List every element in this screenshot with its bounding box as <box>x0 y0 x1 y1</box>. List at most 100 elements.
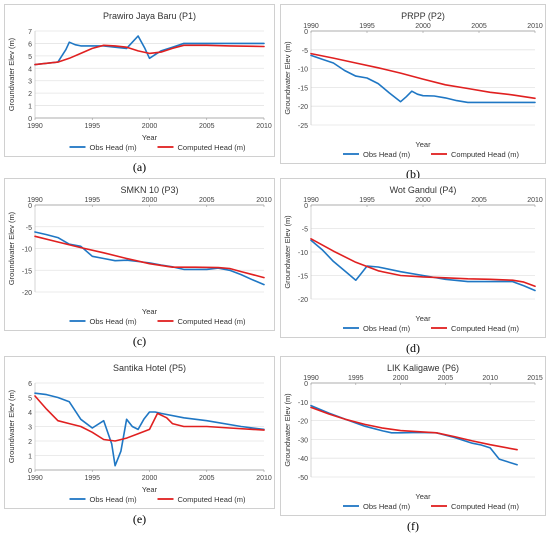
y-axis-label: Groundwater Elev (m) <box>7 37 16 111</box>
panel-caption: (b) <box>406 167 420 181</box>
y-axis-label: Groundwater Elev (m) <box>7 389 16 463</box>
chart-panel-5: Santika Hotel (P5) 0 1 2 3 4 5 6 1990 1995 2000 200… <box>4 356 275 509</box>
x-tick-label: 2005 <box>471 23 487 30</box>
x-tick-label: 1995 <box>84 197 100 204</box>
x-tick-label: 2015 <box>527 375 543 382</box>
y-tick-label: 6 <box>28 381 32 388</box>
x-tick-label: 1990 <box>27 123 43 130</box>
y-tick-label: 0 <box>304 203 308 210</box>
chart-panel-2: PRPP (P2) 0 -5 -10 -15 -20 -25 1990 1995 2000 2005… <box>280 4 546 164</box>
x-tick-label: 1995 <box>359 23 375 30</box>
computed-head-line <box>34 44 265 66</box>
legend-obs-label: Obs Head (m) <box>90 495 138 504</box>
y-tick-label: 3 <box>28 79 32 86</box>
chart-svg: Santika Hotel (P5) 0 1 2 3 4 5 6 1990 1995 2000 200… <box>7 363 272 504</box>
x-tick-label: 2005 <box>199 123 215 130</box>
x-tick-label: 2010 <box>527 23 543 30</box>
y-tick-label: -15 <box>298 85 308 92</box>
legend-computed-label: Computed Head (m) <box>451 324 519 333</box>
y-tick-label: -20 <box>298 419 308 426</box>
x-tick-label: 1995 <box>359 197 375 204</box>
x-axis-label: Year <box>142 307 158 316</box>
chart-panel-6: LIK Kaligawe (P6) 0 -10 -20 -30 -40 -50 1990 199… <box>280 356 546 516</box>
x-tick-label: 1990 <box>303 375 319 382</box>
y-tick-label: 0 <box>304 29 308 36</box>
legend-obs-label: Obs Head (m) <box>90 143 138 152</box>
y-axis-label: Groundwater Elev (m) <box>283 41 292 115</box>
x-axis-label: Year <box>415 140 431 149</box>
x-tick-label: 2010 <box>256 197 272 204</box>
chart-panel-1: Prawiro Jaya Baru (P1) 0 1 2 3 4 5 6 7 1990 1995 20… <box>4 4 275 157</box>
y-tick-label: -20 <box>298 297 308 304</box>
y-tick-label: -15 <box>22 268 32 275</box>
y-tick-label: -5 <box>302 227 308 234</box>
legend-obs-label: Obs Head (m) <box>90 317 138 326</box>
y-tick-label: 3 <box>28 425 32 432</box>
panel-caption: (e) <box>132 512 147 526</box>
chart-panel-3: SMKN 10 (P3) 0 -5 -10 -15 -20 1990 1995 2000 2005… <box>4 178 275 331</box>
obs-head-line <box>310 404 518 466</box>
chart-title: Prawiro Jaya Baru (P1) <box>103 11 196 21</box>
legend-obs-label: Obs Head (m) <box>363 502 411 511</box>
legend-computed-label: Computed Head (m) <box>178 143 246 152</box>
y-axis-label: Groundwater Elev (m) <box>283 393 292 467</box>
y-tick-label: 6 <box>28 41 32 48</box>
computed-head-line <box>310 406 518 451</box>
y-tick-label: -10 <box>298 67 308 74</box>
y-tick-label: -30 <box>298 437 308 444</box>
y-tick-label: 2 <box>28 439 32 446</box>
chart-title: SMKN 10 (P3) <box>120 185 178 195</box>
x-tick-label: 2005 <box>438 375 454 382</box>
y-tick-label: 7 <box>28 29 32 36</box>
y-tick-label: -10 <box>298 400 308 407</box>
legend-obs-label: Obs Head (m) <box>363 150 411 159</box>
chart-title: Santika Hotel (P5) <box>113 363 186 373</box>
obs-head-line <box>34 392 265 467</box>
x-tick-label: 2010 <box>527 197 543 204</box>
chart-title: LIK Kaligawe (P6) <box>387 363 459 373</box>
obs-head-line <box>310 54 536 104</box>
x-tick-label: 1990 <box>27 197 43 204</box>
y-tick-label: -5 <box>26 225 32 232</box>
legend-computed-label: Computed Head (m) <box>451 150 519 159</box>
y-tick-label: -40 <box>298 456 308 463</box>
y-tick-label: 4 <box>28 410 32 417</box>
x-tick-label: 2005 <box>199 475 215 482</box>
x-axis-label: Year <box>415 314 431 323</box>
chart-svg: PRPP (P2) 0 -5 -10 -15 -20 -25 1990 1995 2000 2005… <box>283 11 543 159</box>
x-tick-label: 2000 <box>142 123 158 130</box>
chart-title: PRPP (P2) <box>401 11 445 21</box>
computed-head-line <box>34 235 265 279</box>
y-tick-label: -5 <box>302 48 308 55</box>
x-tick-label: 1995 <box>348 375 364 382</box>
y-tick-label: -10 <box>22 247 32 254</box>
computed-head-line <box>310 237 536 288</box>
y-tick-label: -15 <box>298 274 308 281</box>
x-tick-label: 2000 <box>142 197 158 204</box>
y-tick-label: -10 <box>298 250 308 257</box>
x-tick-label: 1990 <box>303 197 319 204</box>
chart-svg: SMKN 10 (P3) 0 -5 -10 -15 -20 1990 1995 2000 2005… <box>7 185 272 326</box>
obs-head-line <box>34 231 265 286</box>
y-tick-label: 0 <box>28 116 32 123</box>
y-tick-label: 5 <box>28 54 32 61</box>
x-tick-label: 1995 <box>84 475 100 482</box>
legend-obs-label: Obs Head (m) <box>363 324 411 333</box>
x-tick-label: 1990 <box>27 475 43 482</box>
y-tick-label: 0 <box>28 203 32 210</box>
x-tick-label: 2000 <box>393 375 409 382</box>
x-tick-label: 1995 <box>84 123 100 130</box>
x-tick-label: 2000 <box>415 23 431 30</box>
y-tick-label: -25 <box>298 123 308 130</box>
x-tick-label: 2010 <box>256 123 272 130</box>
obs-head-line <box>34 35 265 66</box>
legend-computed-label: Computed Head (m) <box>451 502 519 511</box>
legend-computed-label: Computed Head (m) <box>178 317 246 326</box>
chart-panel-4: Wot Gandul (P4) 0 -5 -10 -15 -20 1990 1995 2000 2… <box>280 178 546 338</box>
x-axis-label: Year <box>415 492 431 501</box>
x-tick-label: 2000 <box>142 475 158 482</box>
y-tick-label: 1 <box>28 104 32 111</box>
x-axis-label: Year <box>142 133 158 142</box>
panel-caption: (d) <box>406 341 420 355</box>
